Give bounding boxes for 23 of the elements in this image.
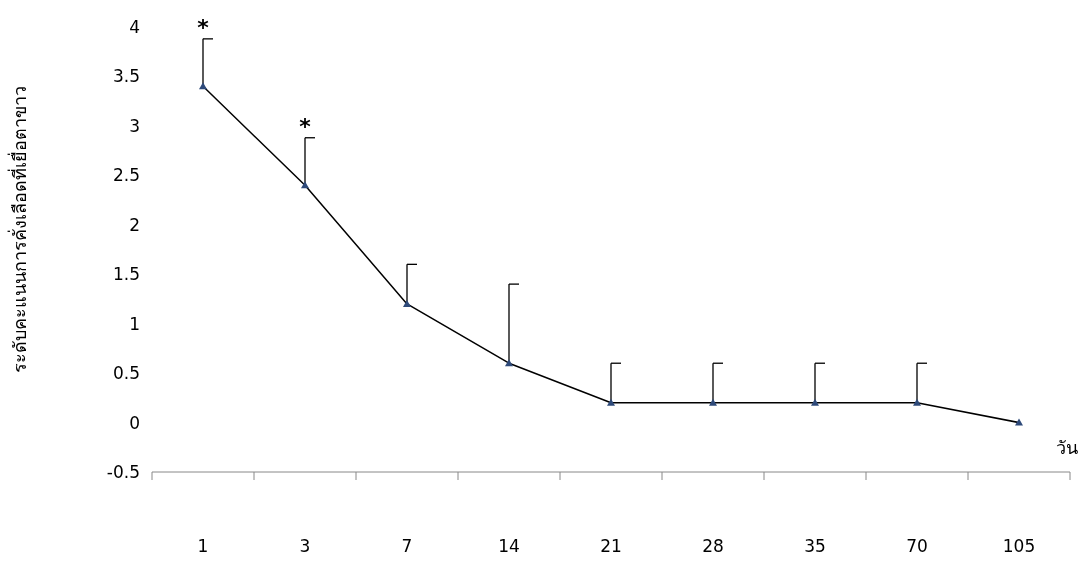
x-tick-label: 70 [906, 536, 928, 556]
x-axis-title: วัน [1056, 437, 1078, 458]
y-tick-label: 3 [129, 115, 140, 136]
x-tick-label: 7 [401, 536, 413, 556]
y-tick-label: 4 [129, 17, 140, 37]
y-axis-title: ระดับคะแนนการคั่งเลือดที่เยื่อตาขาว [7, 86, 30, 373]
y-tick-label: 0 [129, 412, 140, 433]
y-tick-label: 2 [129, 214, 140, 235]
x-tick-label: 1 [197, 536, 209, 556]
x-tick-label: 28 [702, 536, 724, 556]
x-tick-label: 14 [498, 536, 520, 556]
y-tick-label: 2.5 [112, 165, 140, 186]
y-tick-label: 0.5 [112, 363, 140, 384]
x-tick-label: 3 [299, 536, 311, 556]
y-tick-label: -0.5 [106, 462, 140, 482]
y-tick-label: 1 [129, 313, 140, 334]
x-tick-label: 105 [1002, 536, 1036, 556]
annotation: * [299, 113, 312, 139]
x-tick-label: 21 [600, 536, 622, 556]
y-tick-label: 1.5 [112, 264, 140, 285]
y-tick-label: 3.5 [112, 66, 140, 87]
x-tick-label: 35 [804, 536, 826, 556]
annotation: * [197, 14, 210, 40]
